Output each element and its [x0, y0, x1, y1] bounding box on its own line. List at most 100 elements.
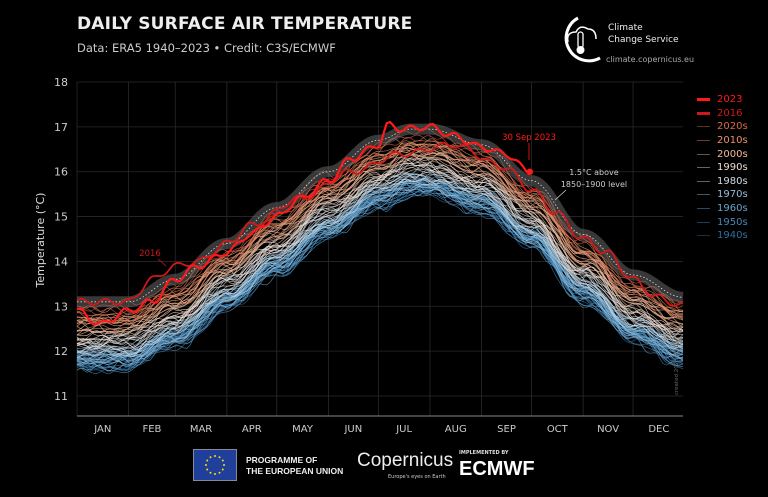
point-30-sep-2023 — [526, 168, 534, 175]
eu-star — [205, 464, 207, 466]
x-tick-label: MAR — [190, 424, 212, 435]
line-2000s — [76, 147, 684, 335]
legend-label: 2000s — [717, 148, 748, 160]
legend-item-2020s: 2020s — [697, 120, 748, 134]
line-2010s — [76, 147, 684, 332]
y-tick-label: 16 — [54, 166, 68, 179]
line-1990s — [76, 164, 684, 340]
legend-swatch — [697, 208, 710, 210]
legend-item-2023: 2023 — [697, 93, 748, 107]
y-tick-label: 15 — [54, 211, 68, 224]
legend-label: 2010s — [717, 135, 748, 147]
eu-star — [221, 468, 224, 471]
legend-label: 2023 — [717, 94, 743, 106]
c3s-name: Climate Change Service — [608, 23, 679, 45]
y-tick-label: 11 — [54, 390, 68, 403]
copernicus-tagline: Europe's eyes on Earth — [388, 474, 446, 480]
line-2000s — [76, 153, 684, 342]
legend-item-1940s: 1940s — [697, 229, 748, 243]
chart-subtitle: Data: ERA5 1940–2023 • Credit: C3S/ECMWF — [77, 41, 336, 55]
line-1980s — [76, 162, 684, 354]
x-tick-label: MAY — [292, 424, 314, 435]
line-2000s — [76, 145, 684, 334]
legend-swatch — [697, 98, 710, 102]
legend-swatch — [697, 126, 710, 128]
legend-swatch — [697, 180, 710, 182]
line-1960s — [76, 188, 684, 369]
line-2000s — [76, 149, 684, 334]
legend-swatch — [697, 167, 710, 169]
y-tick-label: 14 — [54, 255, 68, 268]
line-1990s — [76, 167, 684, 351]
legend-swatch — [697, 112, 710, 115]
c3s-logo: Climate Change Service climate.copernicus… — [556, 12, 694, 67]
line-1990s — [76, 152, 684, 342]
x-tick-label: NOV — [597, 424, 619, 435]
eu-star — [223, 464, 225, 466]
legend-item-2000s: 2000s — [697, 147, 748, 161]
x-tick-label: JUN — [343, 424, 362, 435]
line-1950s — [76, 180, 684, 360]
legend-label: 1940s — [717, 230, 748, 242]
x-tick-label: AUG — [445, 424, 467, 435]
annotation-30-sep-2023: 30 Sep 2023 — [502, 133, 556, 143]
eu-star — [218, 471, 221, 474]
eu-star — [221, 459, 224, 462]
legend-item-1970s: 1970s — [697, 188, 748, 202]
x-tick-label: FEB — [142, 424, 161, 435]
x-tick-label: DEC — [648, 424, 669, 435]
c3s-url: climate.copernicus.eu — [606, 55, 695, 64]
legend-swatch — [697, 221, 710, 223]
y-tick-label: 17 — [54, 121, 68, 134]
line-2016 — [76, 141, 684, 308]
chart-title: DAILY SURFACE AIR TEMPERATURE — [77, 14, 413, 34]
line-1960s — [76, 192, 684, 374]
eu-star — [209, 471, 212, 474]
legend-swatch — [697, 153, 710, 155]
legend-label: 2020s — [717, 121, 748, 133]
eu-star — [218, 456, 221, 459]
line-1980s — [76, 180, 684, 356]
y-tick-label: 18 — [54, 76, 68, 89]
line-2010s — [76, 137, 684, 318]
line-2010s — [77, 143, 684, 324]
legend-label: 2016 — [717, 107, 743, 119]
line-1950s — [76, 189, 684, 374]
legend: 2023 2016 2020s 2010s 2000s 1990s 1980s 1970s 19… — [697, 93, 748, 243]
line-1970s — [76, 182, 684, 366]
line-2023 — [76, 120, 531, 326]
eu-star — [214, 455, 216, 457]
y-tick-label: 13 — [54, 300, 68, 313]
line-1990s — [76, 169, 683, 349]
annotation-threshold-line1: 1.5°C above — [569, 168, 618, 177]
c3s-cloud-thermometer-icon — [564, 16, 601, 63]
legend-item-1950s: 1950s — [697, 215, 748, 229]
x-tick-label: OCT — [547, 424, 569, 435]
y-axis-label: Temperature (°C) — [34, 193, 47, 289]
line-2000s — [76, 153, 683, 336]
legend-swatch — [697, 194, 710, 196]
eu-star — [209, 456, 212, 459]
copernicus-logo: Copernicus — [357, 450, 454, 471]
line-1990s — [76, 169, 684, 351]
x-tick-label: JAN — [93, 424, 111, 435]
legend-item-2010s: 2010s — [697, 134, 748, 148]
x-tick-label: JUL — [395, 424, 412, 435]
annotation-threshold-arrow — [554, 189, 567, 201]
line-1990s — [76, 158, 684, 338]
legend-swatch — [697, 140, 710, 142]
legend-label: 1950s — [717, 216, 748, 228]
line-1980s — [76, 177, 684, 355]
eu-programme-text: PROGRAMME OF THE EUROPEAN UNION — [246, 455, 344, 476]
legend-item-1980s: 1980s — [697, 175, 748, 189]
footer-logos: PROGRAMME OF THE EUROPEAN UNION Copernicu… — [0, 446, 768, 486]
legend-item-2016: 2016 — [697, 107, 748, 121]
implemented-by-label: IMPLEMENTED BY — [459, 450, 509, 456]
line-1980s — [76, 174, 684, 358]
legend-item-1990s: 1990s — [697, 161, 748, 175]
x-tick-label: SEP — [497, 424, 516, 435]
created-note: created 2023-10-03 — [674, 340, 680, 395]
line-2000s — [76, 157, 684, 332]
x-tick-label: APR — [242, 424, 262, 435]
